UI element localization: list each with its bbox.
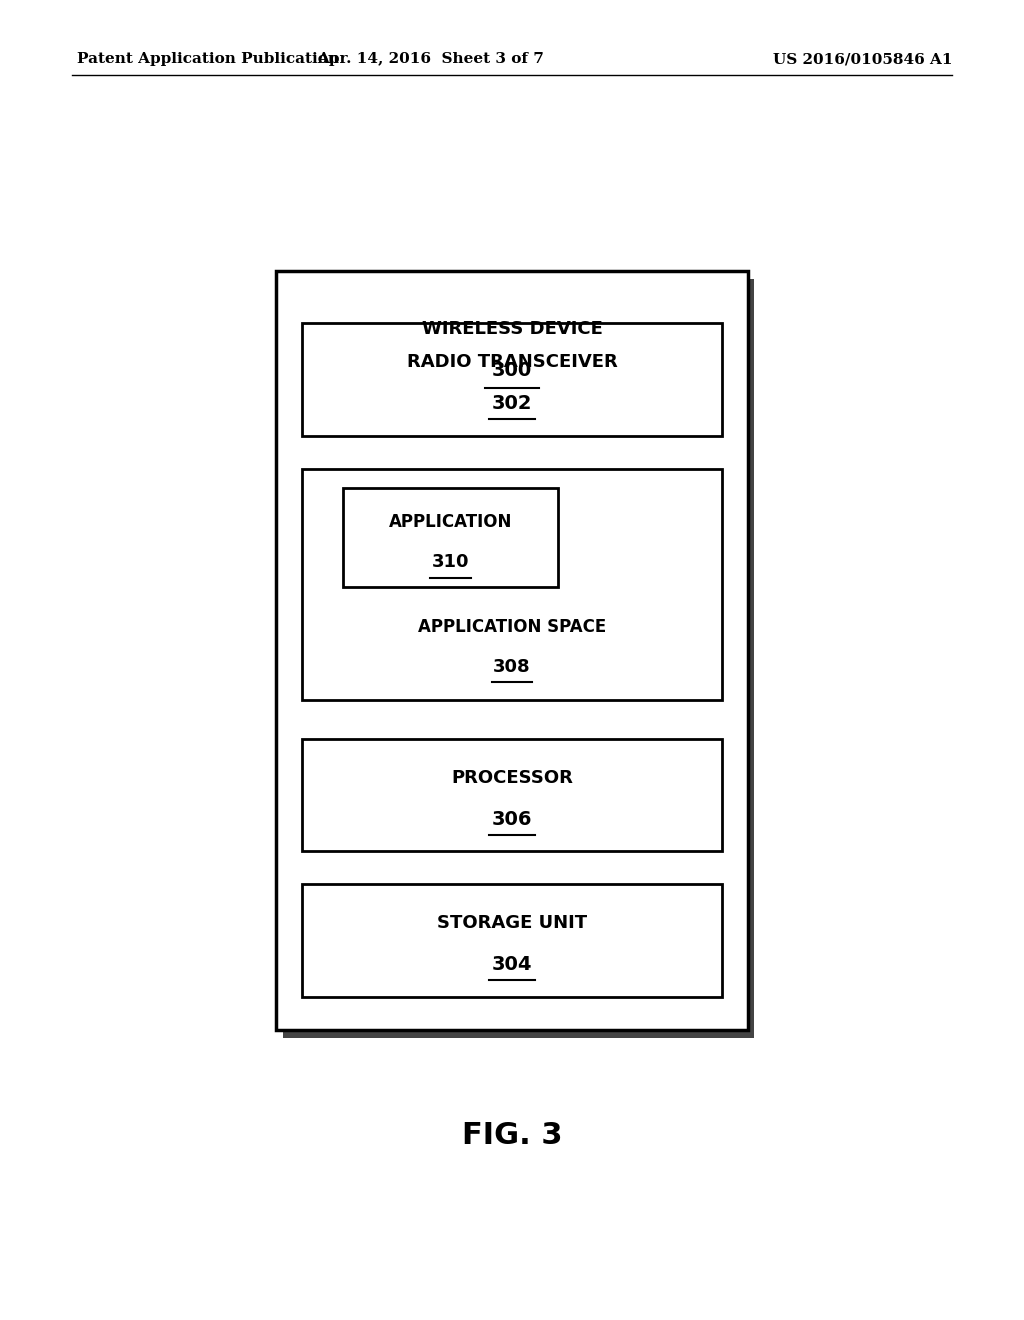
Text: APPLICATION: APPLICATION xyxy=(389,513,512,531)
Bar xyxy=(343,488,558,587)
Text: Patent Application Publication: Patent Application Publication xyxy=(77,53,339,66)
Bar xyxy=(302,469,722,700)
Bar xyxy=(283,279,754,1038)
Bar xyxy=(302,884,722,997)
Text: APPLICATION SPACE: APPLICATION SPACE xyxy=(418,618,606,636)
Text: 302: 302 xyxy=(492,393,532,413)
Text: 304: 304 xyxy=(492,954,532,974)
Text: 310: 310 xyxy=(432,553,469,570)
Bar xyxy=(349,496,564,595)
Bar xyxy=(308,331,728,444)
Text: Apr. 14, 2016  Sheet 3 of 7: Apr. 14, 2016 Sheet 3 of 7 xyxy=(316,53,544,66)
Bar xyxy=(276,271,748,1030)
Text: WIRELESS DEVICE: WIRELESS DEVICE xyxy=(422,319,602,338)
Text: STORAGE UNIT: STORAGE UNIT xyxy=(437,915,587,932)
Bar xyxy=(308,892,728,1005)
Bar xyxy=(302,739,722,851)
Bar xyxy=(308,747,728,859)
Bar xyxy=(302,323,722,436)
Text: US 2016/0105846 A1: US 2016/0105846 A1 xyxy=(773,53,952,66)
Bar xyxy=(308,477,728,708)
Text: 308: 308 xyxy=(494,657,530,676)
Text: 306: 306 xyxy=(492,809,532,829)
Text: PROCESSOR: PROCESSOR xyxy=(451,770,573,787)
Text: 300: 300 xyxy=(492,362,532,380)
Text: FIG. 3: FIG. 3 xyxy=(462,1121,562,1150)
Text: RADIO TRANSCEIVER: RADIO TRANSCEIVER xyxy=(407,354,617,371)
